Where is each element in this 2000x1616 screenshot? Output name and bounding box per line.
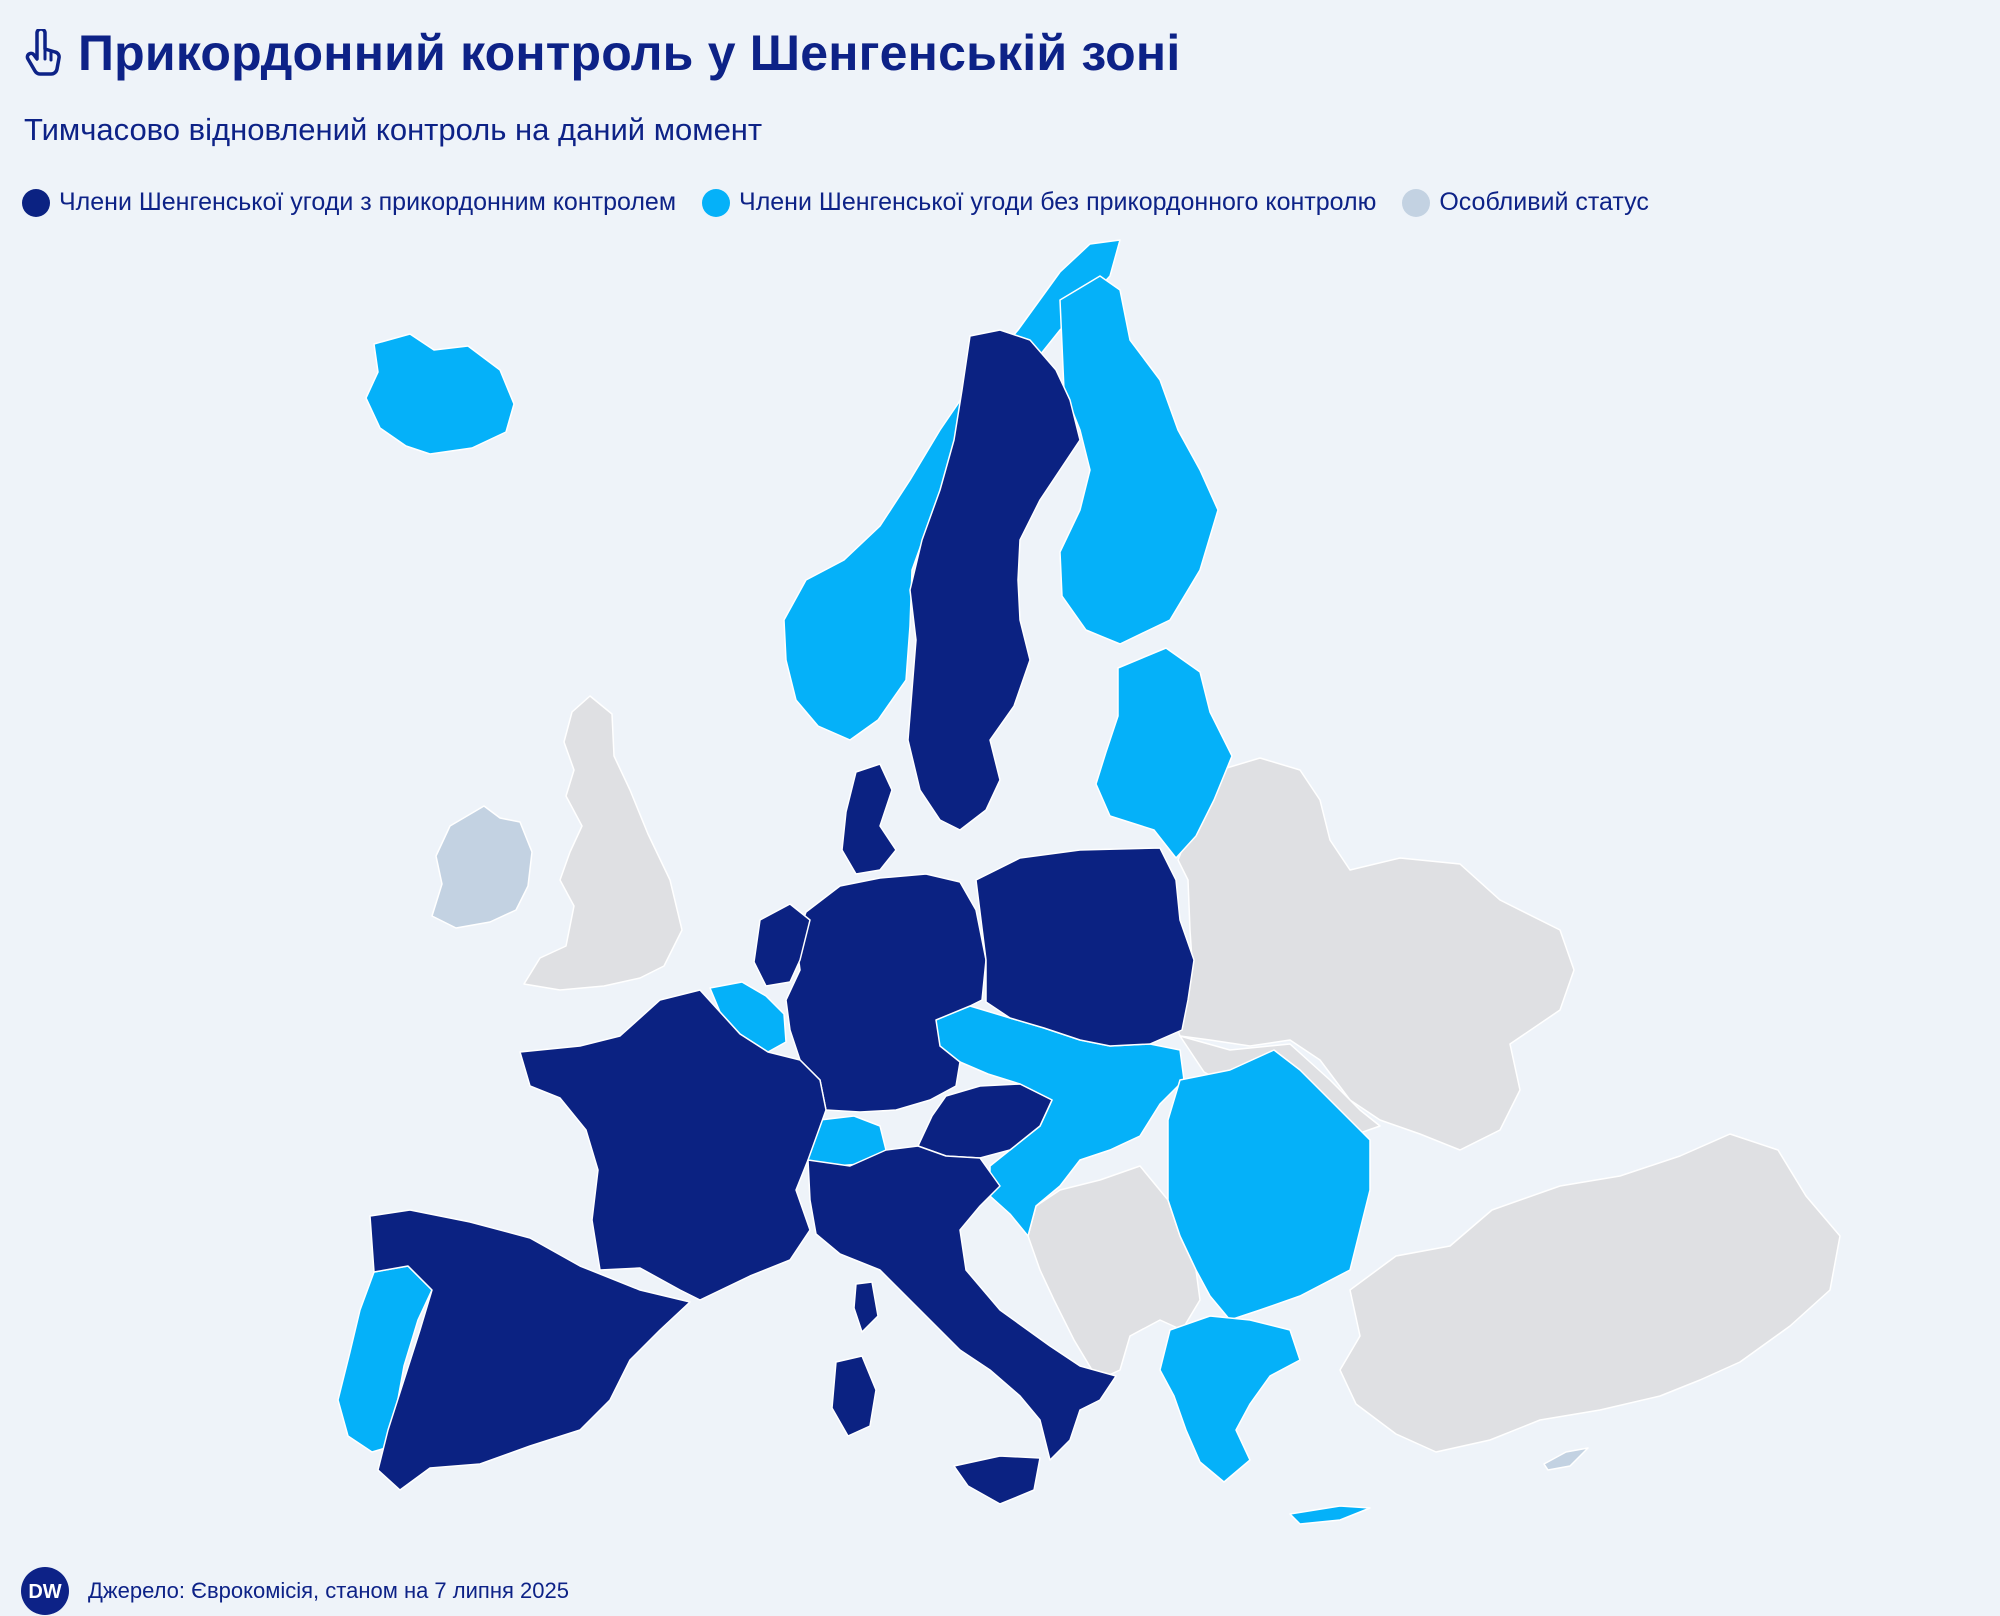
country-baltics [1095, 647, 1233, 859]
country-poland [975, 847, 1195, 1047]
subtitle: Тимчасово відновлений контроль на даний … [24, 112, 763, 147]
legend-label: Члени Шенгенської угоди з прикордонним к… [59, 188, 677, 216]
country-greece [1159, 1315, 1301, 1483]
legend-item-special-status: Особливий статус [1402, 188, 1649, 217]
footer: DW Джерело: Єврокомісія, станом на 7 лип… [20, 1566, 569, 1616]
country-crete [1289, 1505, 1371, 1525]
schengen-without-control-region [337, 239, 1371, 1525]
country-ireland [431, 805, 533, 929]
country-uk [523, 695, 683, 991]
country-cyprus [1543, 1447, 1589, 1471]
country-romania-bulgaria [1167, 1049, 1371, 1321]
legend-swatch [1402, 188, 1431, 217]
legend-swatch [22, 188, 50, 217]
country-spain [369, 1209, 691, 1491]
country-turkey [1339, 1133, 1841, 1453]
page-title: Прикордонний контроль у Шенгенській зоні [78, 25, 1181, 81]
non-schengen-region [523, 695, 1841, 1453]
legend-item-without-control: Члени Шенгенської угоди без прикордонног… [702, 188, 1376, 217]
header: Прикордонний контроль у Шенгенській зоні [24, 24, 1180, 82]
legend-swatch [702, 188, 731, 217]
country-western-balkans [1027, 1165, 1201, 1381]
legend-label: Особливий статус [1439, 188, 1649, 216]
dw-logo: DW [21, 1567, 69, 1615]
country-germany [785, 873, 987, 1113]
country-italy [807, 1145, 1117, 1461]
country-netherlands [753, 903, 811, 987]
country-corsica [853, 1281, 879, 1333]
schengen-with-control-region [369, 329, 1195, 1505]
country-finland [1059, 275, 1219, 645]
country-sweden [907, 329, 1081, 831]
legend-item-with-control: Члени Шенгенської угоди з прикордонним к… [22, 188, 676, 217]
country-iceland [365, 333, 515, 455]
special-status-region [431, 805, 1589, 1471]
country-denmark [841, 763, 897, 875]
legend: Члени Шенгенської угоди з прикордонним к… [22, 188, 1675, 217]
dw-logo-text: DW [28, 1581, 61, 1603]
source-text: Джерело: Єврокомісія, станом на 7 липня … [88, 1578, 569, 1603]
country-sardinia [831, 1355, 877, 1437]
country-austria [917, 1083, 1053, 1159]
country-sicily [953, 1455, 1041, 1505]
country-france [519, 989, 827, 1301]
pointing-hand-icon [25, 29, 61, 76]
legend-label: Члени Шенгенської угоди без прикордонног… [739, 188, 1377, 216]
